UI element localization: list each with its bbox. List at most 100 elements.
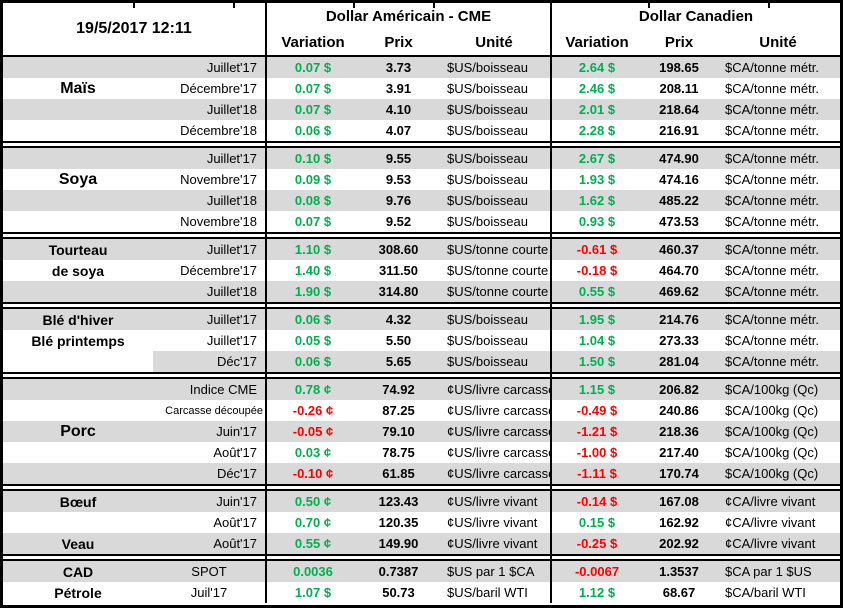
group-label: Blé printemps [31,332,125,349]
ca-variation-cell: 0.93 $ [578,214,616,229]
ca-prix-cell: 170.74 [642,463,716,484]
block-separator [3,556,840,559]
ca-unite-cell: $CA/baril WTI [725,585,806,600]
us-variation-cell: 0.50 ¢ [267,491,359,512]
commodity-block-ble: Blé d'hiver Juillet'17 0.06 $4.32 $US/boiss… [3,307,840,374]
ca-prix-cell: 281.04 [642,351,716,372]
ca-prix-cell: 198.65 [642,57,716,78]
group-label: Bœuf [3,491,153,512]
us-unite-cell: ¢US/livre carcasse [438,400,552,421]
ca-prix-cell: 218.64 [642,99,716,120]
group-label: CAD [3,561,153,582]
ca-prix-cell: 460.37 [642,239,716,260]
datetime-label: 19/5/2017 12:11 [3,3,267,55]
ca-unite-cell: $CA par 1 $US [716,561,840,582]
column-tick [648,3,650,8]
contract-month-cell: Juillet'18 [153,190,267,211]
us-unite-cell: ¢US/livre vivant [438,491,552,512]
group-label: Veau [3,533,153,554]
ca-prix-cell: 273.33 [659,333,699,348]
ca-variation-cell: 2.67 $ [552,148,642,169]
us-unite-cell: $US/boisseau [438,351,552,372]
us-prix-cell: 3.91 [385,81,412,96]
us-prix-cell: 4.10 [359,99,438,120]
ca-unite-cell: $CA/tonne métr. [725,81,819,96]
us-prix-cell: 5.65 [359,351,438,372]
ca-variation-cell: 1.95 $ [552,309,642,330]
us-prix-cell: 4.32 [359,309,438,330]
ca-prix-cell: 474.16 [659,172,699,187]
ca-unite-cell: $CA/tonne métr. [716,57,840,78]
block-separator [3,486,840,489]
us-unite-cell: $US/boisseau [438,120,552,141]
ca-variation-cell: 1.15 $ [552,379,642,400]
ca-unite-cell: $CA/100kg (Qc) [725,445,819,460]
ca-variation-cell: 2.28 $ [578,123,616,138]
contract-month-cell: Déc'17 [153,351,267,372]
ca-unite-cell: $CA/tonne métr. [716,309,840,330]
us-prix-cell: 149.90 [359,533,438,554]
ca-prix-cell: 240.86 [659,403,699,418]
ca-prix-cell: 217.40 [659,445,699,460]
ca-unite-cell: $CA/tonne métr. [725,172,819,187]
us-unite-cell: $US par 1 $CA [438,561,552,582]
commodity-block-mais: Juillet'17 0.07 $3.73 $US/boisseau 2.64 $19… [3,57,840,143]
us-prix-cell: 120.35 [378,515,419,530]
us-prix-cell: 74.92 [359,379,438,400]
ca-prix-cell: 464.70 [659,263,699,278]
us-unite-header: Unité [438,29,552,55]
us-unite-cell: $US/boisseau [438,309,552,330]
column-tick [133,3,135,8]
us-unite-cell: $US/boisseau [438,99,552,120]
us-unite-cell: $US/boisseau [438,57,552,78]
ca-variation-cell: -0.49 $ [576,403,618,418]
us-prix-cell: 314.80 [359,281,438,302]
us-unite-cell: $US/boisseau [438,148,552,169]
contract-month-cell: Juin'17 [153,421,267,442]
us-prix-cell: 87.25 [382,403,415,418]
us-unite-cell: $US/tonne courte [438,239,552,260]
us-unite-cell: ¢US/livre carcasse [438,421,552,442]
commodity-block-cad: CAD SPOT 0.0036 0.7387 $US par 1 $CA -0.0067 1… [3,559,840,603]
us-variation-header: Variation [281,33,345,51]
us-prix-cell: 3.73 [359,57,438,78]
contract-month-cell: Novembre'17 [153,169,267,190]
group-label [3,400,153,421]
us-variation-cell: -0.10 ¢ [267,463,359,484]
us-unite-cell: $US/boisseau [438,169,552,190]
contract-month-cell: SPOT [153,561,267,582]
us-prix-cell: 311.50 [378,263,419,278]
contract-month-cell: Juil'17 [153,582,267,603]
ca-unite-cell: $CA/tonne métr. [716,239,840,260]
ca-unite-cell: $CA/100kg (Qc) [725,403,819,418]
commodity-block-porc: Indice CME 0.78 ¢ 74.92 ¢US/livre carcasse 1… [3,377,840,486]
group-label: Blé d'hiver [3,309,153,330]
us-prix-header: Prix [384,33,413,51]
block-separator [3,374,840,377]
group-label [3,211,153,232]
contract-month-cell: Juillet'17 [153,148,267,169]
contract-month-cell: Novembre'18 [153,211,267,232]
us-unite-cell: $US/boisseau [438,78,552,99]
ca-prix-cell: 1.3537 [642,561,716,582]
us-variation-cell: 1.07 $ [294,585,332,600]
group-label: Pétrole [54,584,102,601]
us-variation-cell: 0.0036 [267,561,359,582]
us-prix-cell: 9.53 [385,172,412,187]
us-variation-cell: 0.03 ¢ [294,445,332,460]
contract-month-cell: Juillet'17 [153,239,267,260]
ca-variation-cell: 2.64 $ [552,57,642,78]
ca-unite-cell: ¢CA/livre vivant [716,491,840,512]
us-unite-cell: ¢US/livre carcasse [438,442,552,463]
ca-prix-cell: 474.90 [642,148,716,169]
ca-prix-cell: 206.82 [642,379,716,400]
ca-prix-cell: 485.22 [642,190,716,211]
ca-prix-cell: 202.92 [642,533,716,554]
contract-month-cell: Juillet'17 [153,57,267,78]
us-variation-cell: 0.70 ¢ [294,515,332,530]
column-tick [353,3,355,8]
block-separator [3,304,840,307]
contract-month-cell: Août'17 [153,512,267,533]
us-variation-cell: 0.09 $ [294,172,332,187]
